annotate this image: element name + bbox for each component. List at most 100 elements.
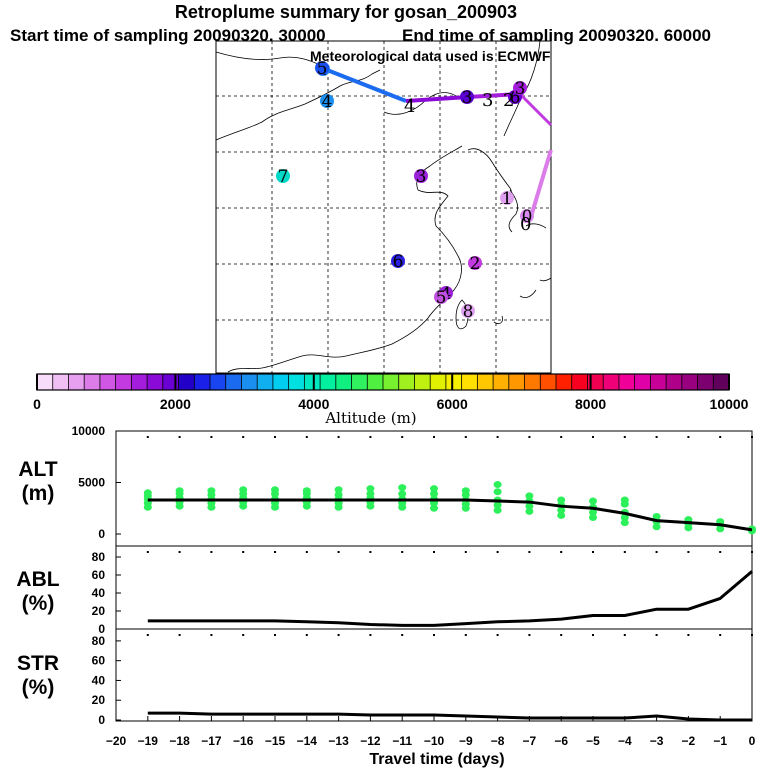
- map-label: 0: [520, 214, 531, 235]
- str-ytick-label: 80: [92, 634, 106, 648]
- x-tick-label: −15: [265, 734, 286, 748]
- alt-mean-line: [147, 498, 753, 532]
- colorbar-cell: [508, 374, 525, 390]
- trajectory-tracks: [321, 66, 553, 221]
- end-time: End time of sampling 20090320. 60000: [402, 26, 711, 45]
- x-tick-label: −8: [491, 734, 505, 748]
- colorbar-cell: [414, 374, 431, 390]
- map-marker-label: 6: [393, 252, 404, 272]
- alt-scatter-point: [493, 501, 502, 509]
- x-tick-label: −19: [138, 734, 159, 748]
- colorbar-cell: [430, 374, 447, 390]
- colorbar-cell: [445, 374, 463, 390]
- colorbar-cell: [461, 374, 478, 390]
- colorbar-cell: [383, 374, 400, 390]
- map-marker: [468, 256, 482, 270]
- colorbar-cell: [571, 374, 588, 390]
- x-tick-label: −10: [424, 734, 445, 748]
- abl-line-path: [147, 570, 753, 627]
- alt-scatter-point: [589, 514, 597, 522]
- track-segment-pink: [528, 149, 553, 221]
- map-marker: [414, 169, 428, 183]
- panel-day-dot: [210, 634, 213, 636]
- map-marker: [520, 209, 534, 223]
- x-tick-label: −17: [201, 734, 222, 748]
- x-tick-label: −7: [523, 734, 537, 748]
- panel-day-dot: [655, 634, 658, 636]
- alt-scatter-point: [398, 484, 407, 492]
- panel-day-dot: [369, 436, 372, 438]
- panel-day-dot: [464, 634, 467, 636]
- alt-scatter-point: [207, 487, 216, 495]
- colorbar-cell: [335, 374, 352, 390]
- abl-label: ABL: [16, 568, 59, 591]
- colorbar-tick-label: 4000: [298, 396, 329, 412]
- map-label: 3: [482, 90, 493, 111]
- figure-title: Retroplume summary for gosan_200903: [175, 2, 517, 22]
- x-tick-label: −12: [360, 734, 381, 748]
- panel-day-dot: [464, 551, 467, 553]
- map-marker: [460, 90, 474, 104]
- colorbar-cell: [131, 374, 148, 390]
- str-y-axis: 0 20 40 60 80: [92, 634, 121, 727]
- colorbar-tick-label: 8000: [575, 396, 606, 412]
- panel-day-dot: [146, 634, 149, 636]
- panel-day-dot: [719, 436, 722, 438]
- colorbar-cell: [320, 374, 337, 390]
- panel-day-dot: [528, 551, 531, 553]
- x-tick-label: −1: [713, 734, 727, 748]
- alt-scatter-point: [430, 485, 438, 493]
- colorbar-cell: [210, 374, 227, 390]
- x-tick-label: −6: [554, 734, 568, 748]
- panel-day-dot: [687, 551, 690, 553]
- map-marker-label: 5: [436, 288, 447, 308]
- panel-day-dot: [242, 634, 245, 636]
- panel-day-dot: [401, 634, 404, 636]
- panel-day-dot: [496, 436, 499, 438]
- colorbar-cell: [257, 374, 274, 390]
- map-marker: [434, 290, 448, 304]
- colorbar-cell: [241, 374, 258, 390]
- panel-day-dot: [623, 634, 626, 636]
- track-segment-purple: [405, 95, 469, 103]
- x-tick-label: −13: [328, 734, 349, 748]
- alt-scatter-point: [589, 508, 597, 516]
- panel-day-dot: [751, 634, 753, 636]
- colorbar-tick-label: 6000: [437, 396, 468, 412]
- panel-day-dot: [433, 551, 435, 553]
- colorbar-cell: [162, 374, 179, 390]
- alt-ytick-label: 0: [98, 527, 105, 541]
- panel-top-dots: [146, 436, 753, 636]
- colorbar-cell: [603, 374, 620, 390]
- panel-day-dot: [719, 634, 722, 636]
- map-marker: [315, 61, 329, 75]
- colorbar-cell: [493, 374, 510, 390]
- colorbar-cell: [650, 374, 667, 390]
- panel-day-dot: [687, 436, 690, 438]
- colorbar-cell: [225, 374, 242, 390]
- alt-scatter-point: [557, 496, 566, 504]
- alt-scatter-point: [557, 511, 566, 519]
- alt-scatter-point: [493, 488, 502, 496]
- alt-y-axis: 0 5000 10000: [72, 424, 121, 541]
- colorbar-cell: [697, 374, 714, 390]
- time-series-panels: ALT (m) ABL (%) STR (%) 0 5000 10000 0 20 40…: [16, 424, 756, 768]
- track-segment-blue: [321, 66, 407, 103]
- panel-day-dot: [369, 634, 372, 636]
- x-tick-label: −9: [459, 734, 473, 748]
- map-marker-label: 1: [502, 189, 513, 209]
- str-ytick-label: 60: [92, 654, 106, 668]
- alt-label: ALT: [18, 458, 57, 481]
- panel-day-dot: [337, 436, 340, 438]
- panel-day-dot: [560, 436, 563, 438]
- colorbar-cell: [99, 374, 117, 390]
- alt-scatter-point: [302, 487, 311, 495]
- alt-scatter-point: [493, 481, 502, 489]
- alt-scatter-point: [652, 523, 661, 531]
- x-tick-label: −20: [106, 734, 127, 748]
- panel-day-dot: [274, 436, 276, 438]
- colorbar-cell: [367, 374, 384, 390]
- panel-day-dot: [496, 634, 499, 636]
- colorbar-cell: [398, 374, 415, 390]
- str-line-path: [147, 711, 752, 722]
